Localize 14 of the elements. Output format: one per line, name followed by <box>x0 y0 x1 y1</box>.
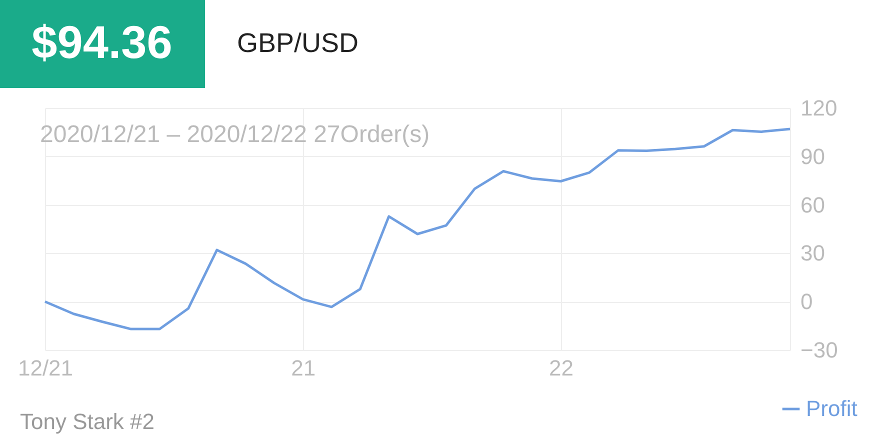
annotation: 2020/12/21 – 2020/12/22 27Order(s) <box>40 121 430 148</box>
y-tick-label: 90 <box>800 144 825 169</box>
text: Tony Stark #2 <box>20 409 155 434</box>
x-tick-label: 12/21 <box>18 356 74 380</box>
y-tick-label: −30 <box>800 338 838 362</box>
y-tick-label: 60 <box>800 192 825 218</box>
x-tick-label: 22 <box>549 356 574 380</box>
x-tick-label: 21 <box>291 356 316 380</box>
chart-subtitle: GBP/USD <box>237 28 359 58</box>
y-tick-label: 30 <box>800 240 825 266</box>
y-tick-label: 0 <box>800 289 813 314</box>
legend-label: Profit <box>806 396 858 421</box>
y-tick-label: 120 <box>800 96 838 120</box>
chart-title: $94.36 <box>32 16 172 68</box>
